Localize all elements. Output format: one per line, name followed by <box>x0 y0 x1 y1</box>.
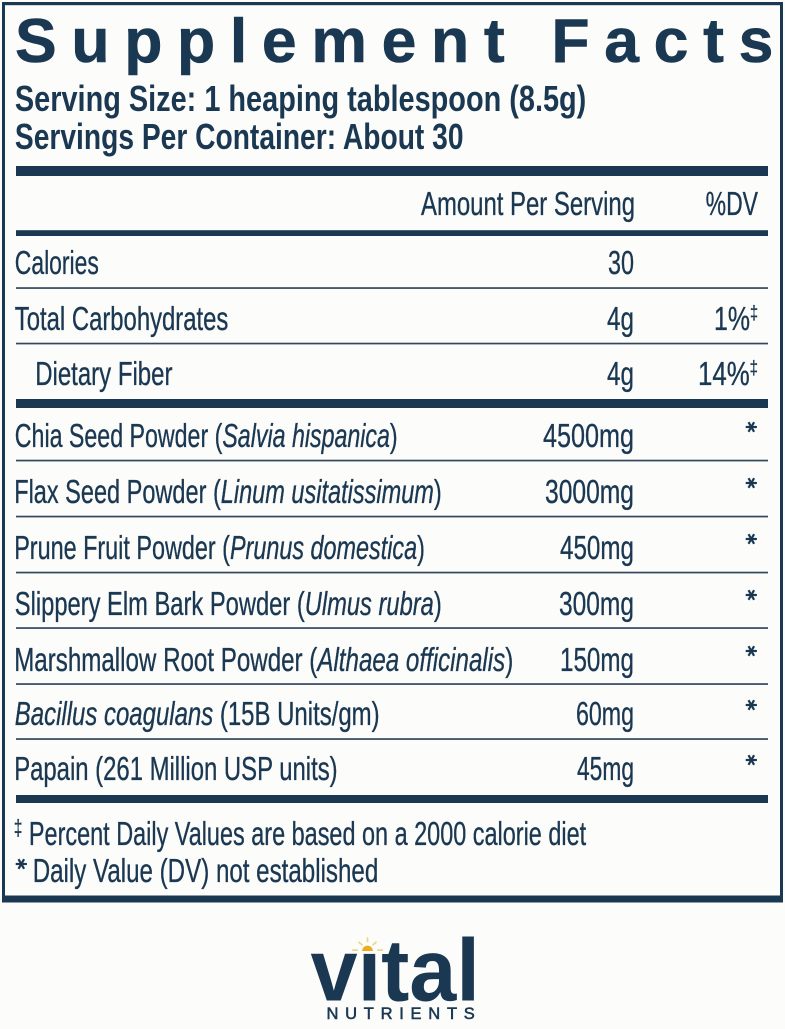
svg-text:Dietary Fiber: Dietary Fiber <box>35 356 172 393</box>
svg-text:Servings Per Container: About: Servings Per Container: About 30 <box>15 117 464 157</box>
svg-text:Supplement Facts: Supplement Facts <box>15 6 785 76</box>
svg-text:Slippery Elm Bark Powder (Ulmu: Slippery Elm Bark Powder (Ulmus rubra) <box>15 586 442 623</box>
svg-text:Marshmallow Root Powder (Altha: Marshmallow Root Powder (Althaea officin… <box>14 642 513 679</box>
svg-text:4g: 4g <box>607 356 634 393</box>
svg-text:45mg: 45mg <box>577 751 634 788</box>
svg-text:‡​ Percent Daily Values are ba: ‡​ Percent Daily Values are based on a 2… <box>14 815 586 853</box>
svg-text:Calories: Calories <box>15 245 99 282</box>
svg-text:Flax Seed Powder (Linum usitat: Flax Seed Powder (Linum usitatissimum) <box>14 474 442 511</box>
svg-text:150mg: 150mg <box>560 642 634 679</box>
svg-text:Papain (261 Million USP units): Papain (261 Million USP units) <box>14 751 337 788</box>
svg-text:3000mg: 3000mg <box>545 473 634 511</box>
svg-text:450mg: 450mg <box>560 530 634 567</box>
svg-text:Chia Seed Powder (Salvia hispa: Chia Seed Powder (Salvia hispanica) <box>15 418 398 455</box>
svg-text:1%‡: 1%‡ <box>714 300 758 337</box>
svg-text:Prune Fruit Powder (Prunus dom: Prune Fruit Powder (Prunus domestica) <box>14 530 425 567</box>
svg-text:Bacillus coagulans (15B Units/: Bacillus coagulans (15B Units/gm) <box>15 696 380 733</box>
svg-text:Daily Value (DV) not establish: Daily Value (DV) not established <box>33 853 379 890</box>
svg-text:60mg: 60mg <box>576 696 634 733</box>
svg-text:vıtal: vıtal <box>311 922 480 1020</box>
svg-text:30: 30 <box>608 245 634 282</box>
svg-text:14%‡: 14%‡ <box>698 356 758 393</box>
svg-text:300mg: 300mg <box>559 585 634 623</box>
svg-text:4g: 4g <box>607 301 634 338</box>
svg-text:%DV: %DV <box>706 186 759 223</box>
svg-text:Serving Size: 1 heaping tables: Serving Size: 1 heaping tablespoon (8.5g… <box>15 78 586 119</box>
svg-text:4500mg: 4500mg <box>543 418 634 455</box>
svg-text:Total Carbohydrates: Total Carbohydrates <box>15 301 229 338</box>
svg-text:NUTRIENTS: NUTRIENTS <box>327 1005 482 1023</box>
svg-text:Amount Per Serving: Amount Per Serving <box>421 186 635 223</box>
